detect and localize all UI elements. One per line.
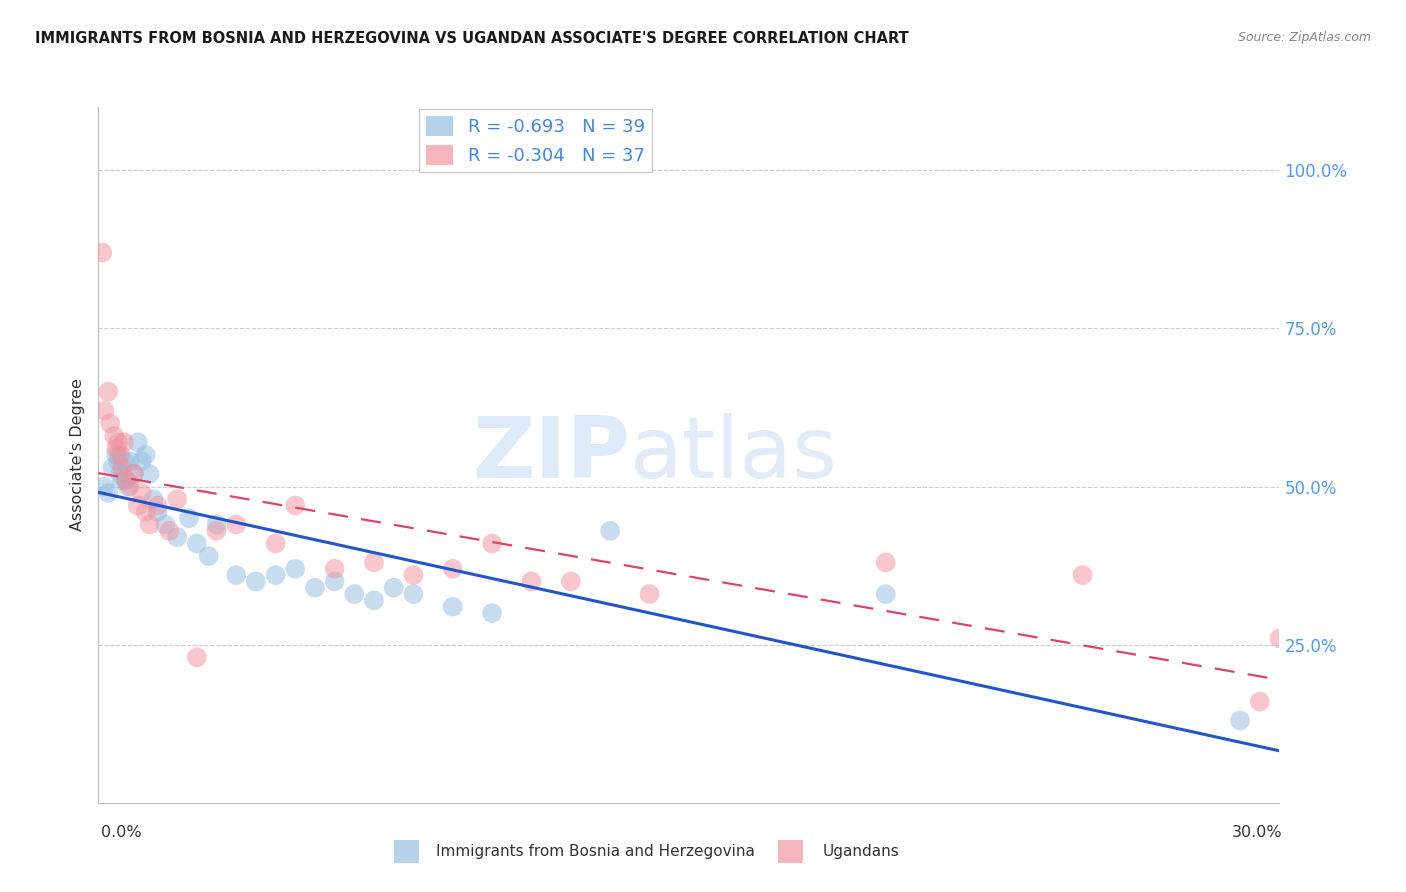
Point bbox=[225, 568, 247, 582]
Text: atlas: atlas bbox=[630, 413, 838, 497]
Point bbox=[264, 568, 287, 582]
Point bbox=[323, 574, 346, 589]
Point bbox=[103, 429, 125, 443]
Point bbox=[441, 599, 464, 614]
Point bbox=[1249, 695, 1271, 709]
Point bbox=[118, 454, 141, 468]
Point bbox=[117, 479, 139, 493]
Point bbox=[105, 448, 128, 462]
Point bbox=[142, 492, 165, 507]
Point bbox=[97, 384, 120, 399]
Point bbox=[323, 562, 346, 576]
Point bbox=[186, 536, 208, 550]
Point bbox=[166, 530, 188, 544]
Text: ZIP: ZIP bbox=[472, 413, 630, 497]
Point bbox=[875, 556, 897, 570]
Point bbox=[304, 581, 326, 595]
Point bbox=[111, 460, 134, 475]
Point bbox=[402, 568, 425, 582]
Point bbox=[112, 435, 135, 450]
Point bbox=[131, 454, 153, 468]
Text: Source: ZipAtlas.com: Source: ZipAtlas.com bbox=[1237, 31, 1371, 45]
Point bbox=[108, 448, 131, 462]
Point bbox=[101, 460, 124, 475]
Point bbox=[284, 499, 307, 513]
Text: 0.0%: 0.0% bbox=[101, 825, 142, 840]
Point bbox=[146, 499, 169, 513]
Point bbox=[122, 467, 145, 481]
Point bbox=[402, 587, 425, 601]
Point bbox=[1071, 568, 1094, 582]
Point bbox=[107, 435, 129, 450]
Point bbox=[93, 479, 115, 493]
Point bbox=[98, 417, 121, 431]
Text: IMMIGRANTS FROM BOSNIA AND HERZEGOVINA VS UGANDAN ASSOCIATE'S DEGREE CORRELATION: IMMIGRANTS FROM BOSNIA AND HERZEGOVINA V… bbox=[35, 31, 908, 46]
Point bbox=[138, 467, 160, 481]
Point bbox=[177, 511, 200, 525]
Point bbox=[599, 524, 621, 538]
Point bbox=[1229, 714, 1251, 728]
Legend: R = -0.693   N = 39, R = -0.304   N = 37: R = -0.693 N = 39, R = -0.304 N = 37 bbox=[419, 109, 652, 172]
Point bbox=[264, 536, 287, 550]
Point bbox=[441, 562, 464, 576]
Point bbox=[115, 473, 138, 487]
Point bbox=[284, 562, 307, 576]
Point bbox=[112, 454, 135, 468]
Point bbox=[93, 403, 115, 417]
Point bbox=[205, 517, 228, 532]
Point bbox=[107, 454, 129, 468]
Point bbox=[343, 587, 366, 601]
Point bbox=[122, 467, 145, 481]
Point bbox=[363, 556, 385, 570]
Point bbox=[520, 574, 543, 589]
Text: 30.0%: 30.0% bbox=[1232, 825, 1282, 840]
Point bbox=[205, 524, 228, 538]
Point bbox=[382, 581, 405, 595]
Text: Ugandans: Ugandans bbox=[823, 845, 900, 859]
Point bbox=[105, 442, 128, 456]
Point bbox=[875, 587, 897, 601]
Point bbox=[138, 517, 160, 532]
Point bbox=[157, 524, 180, 538]
Point bbox=[225, 517, 247, 532]
Point bbox=[97, 486, 120, 500]
Point bbox=[155, 517, 177, 532]
Point bbox=[115, 473, 138, 487]
Point bbox=[560, 574, 582, 589]
Point bbox=[91, 245, 114, 260]
Point bbox=[127, 435, 149, 450]
Point bbox=[108, 467, 131, 481]
Point bbox=[245, 574, 267, 589]
Point bbox=[481, 606, 503, 620]
Point bbox=[131, 486, 153, 500]
Point bbox=[118, 479, 141, 493]
Point bbox=[166, 492, 188, 507]
Point bbox=[638, 587, 661, 601]
Point bbox=[135, 505, 157, 519]
Point bbox=[1268, 632, 1291, 646]
Point bbox=[146, 505, 169, 519]
Point bbox=[481, 536, 503, 550]
Text: Immigrants from Bosnia and Herzegovina: Immigrants from Bosnia and Herzegovina bbox=[436, 845, 755, 859]
Y-axis label: Associate's Degree: Associate's Degree bbox=[69, 378, 84, 532]
Point bbox=[197, 549, 219, 563]
Point bbox=[135, 448, 157, 462]
Point bbox=[127, 499, 149, 513]
Point bbox=[186, 650, 208, 665]
Point bbox=[111, 473, 134, 487]
Point bbox=[363, 593, 385, 607]
